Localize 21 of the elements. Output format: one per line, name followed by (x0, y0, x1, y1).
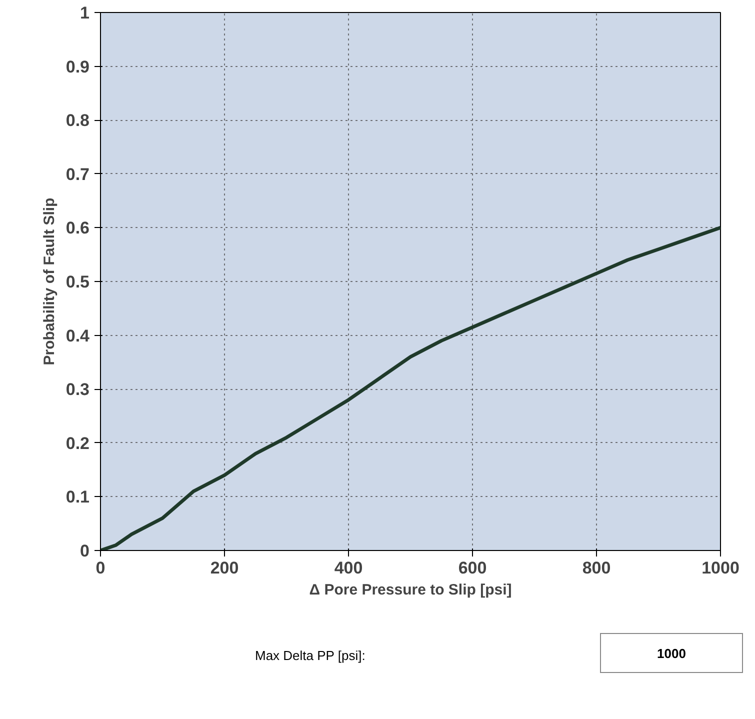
x-tick-label: 400 (334, 558, 363, 578)
x-axis-title: Δ Pore Pressure to Slip [psi] (309, 582, 512, 598)
y-tick-label: 0.3 (66, 380, 90, 400)
x-tick-label: 1000 (702, 558, 740, 578)
x-tick-label: 200 (210, 558, 239, 578)
y-tick-label: 0.9 (66, 57, 90, 76)
x-tick-label: 800 (582, 558, 611, 578)
y-tick-label: 1 (80, 4, 90, 22)
y-tick-label: 0.2 (66, 434, 90, 453)
y-tick-label: 0 (80, 542, 90, 560)
y-axis-title: Probability of Fault Slip (40, 198, 58, 366)
y-tick-label: 0.7 (66, 164, 90, 184)
text: Max Delta PP [psi]: (255, 647, 366, 665)
y-tick-label: 0.6 (66, 218, 90, 238)
text: 1000 (600, 633, 743, 673)
y-tick-label: 0.1 (66, 488, 90, 507)
y-tick-label: 0.8 (66, 111, 90, 130)
x-tick-label: 600 (458, 558, 487, 578)
x-tick-label: 0 (96, 558, 106, 578)
y-tick-label: 0.4 (66, 326, 90, 346)
y-tick-label: 0.5 (66, 272, 90, 292)
